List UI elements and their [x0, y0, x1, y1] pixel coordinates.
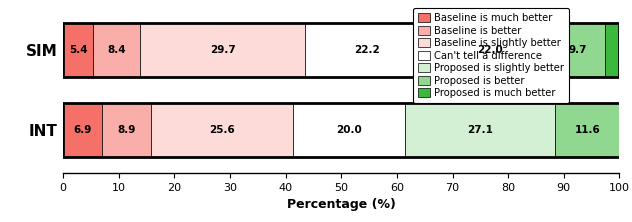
Bar [293, 103, 404, 157]
Bar [305, 23, 428, 77]
Bar [94, 23, 140, 77]
Bar [305, 23, 428, 77]
Bar [102, 103, 151, 157]
Text: 29.7: 29.7 [210, 45, 235, 55]
Bar [404, 103, 556, 157]
Bar [293, 103, 404, 157]
Bar [605, 23, 619, 77]
Bar [151, 103, 293, 157]
Bar [605, 23, 619, 77]
Text: 11.6: 11.6 [574, 125, 600, 135]
Bar [102, 103, 151, 157]
Bar [551, 23, 605, 77]
Text: 27.1: 27.1 [467, 125, 493, 135]
Bar [404, 103, 556, 157]
Bar [63, 23, 94, 77]
Bar [140, 23, 305, 77]
Bar [140, 23, 305, 77]
Bar [551, 23, 605, 77]
Bar [63, 23, 94, 77]
Text: 8.9: 8.9 [117, 125, 135, 135]
Text: 9.7: 9.7 [569, 45, 587, 55]
Bar [556, 103, 620, 157]
X-axis label: Percentage (%): Percentage (%) [287, 198, 396, 211]
Bar [63, 103, 620, 157]
Text: 22.0: 22.0 [477, 45, 502, 55]
Text: 25.6: 25.6 [209, 125, 235, 135]
Bar [151, 103, 293, 157]
Bar [428, 23, 551, 77]
Bar [428, 23, 551, 77]
Text: 22.2: 22.2 [354, 45, 380, 55]
Legend: Baseline is much better, Baseline is better, Baseline is slightly better, Can't : Baseline is much better, Baseline is bet… [413, 8, 569, 103]
Bar [63, 23, 619, 77]
Text: 8.4: 8.4 [107, 45, 126, 55]
Bar [94, 23, 140, 77]
Bar [63, 103, 102, 157]
Text: 20.0: 20.0 [336, 125, 362, 135]
Bar [63, 103, 102, 157]
Text: 5.4: 5.4 [69, 45, 87, 55]
Bar [556, 103, 620, 157]
Text: 6.9: 6.9 [73, 125, 92, 135]
